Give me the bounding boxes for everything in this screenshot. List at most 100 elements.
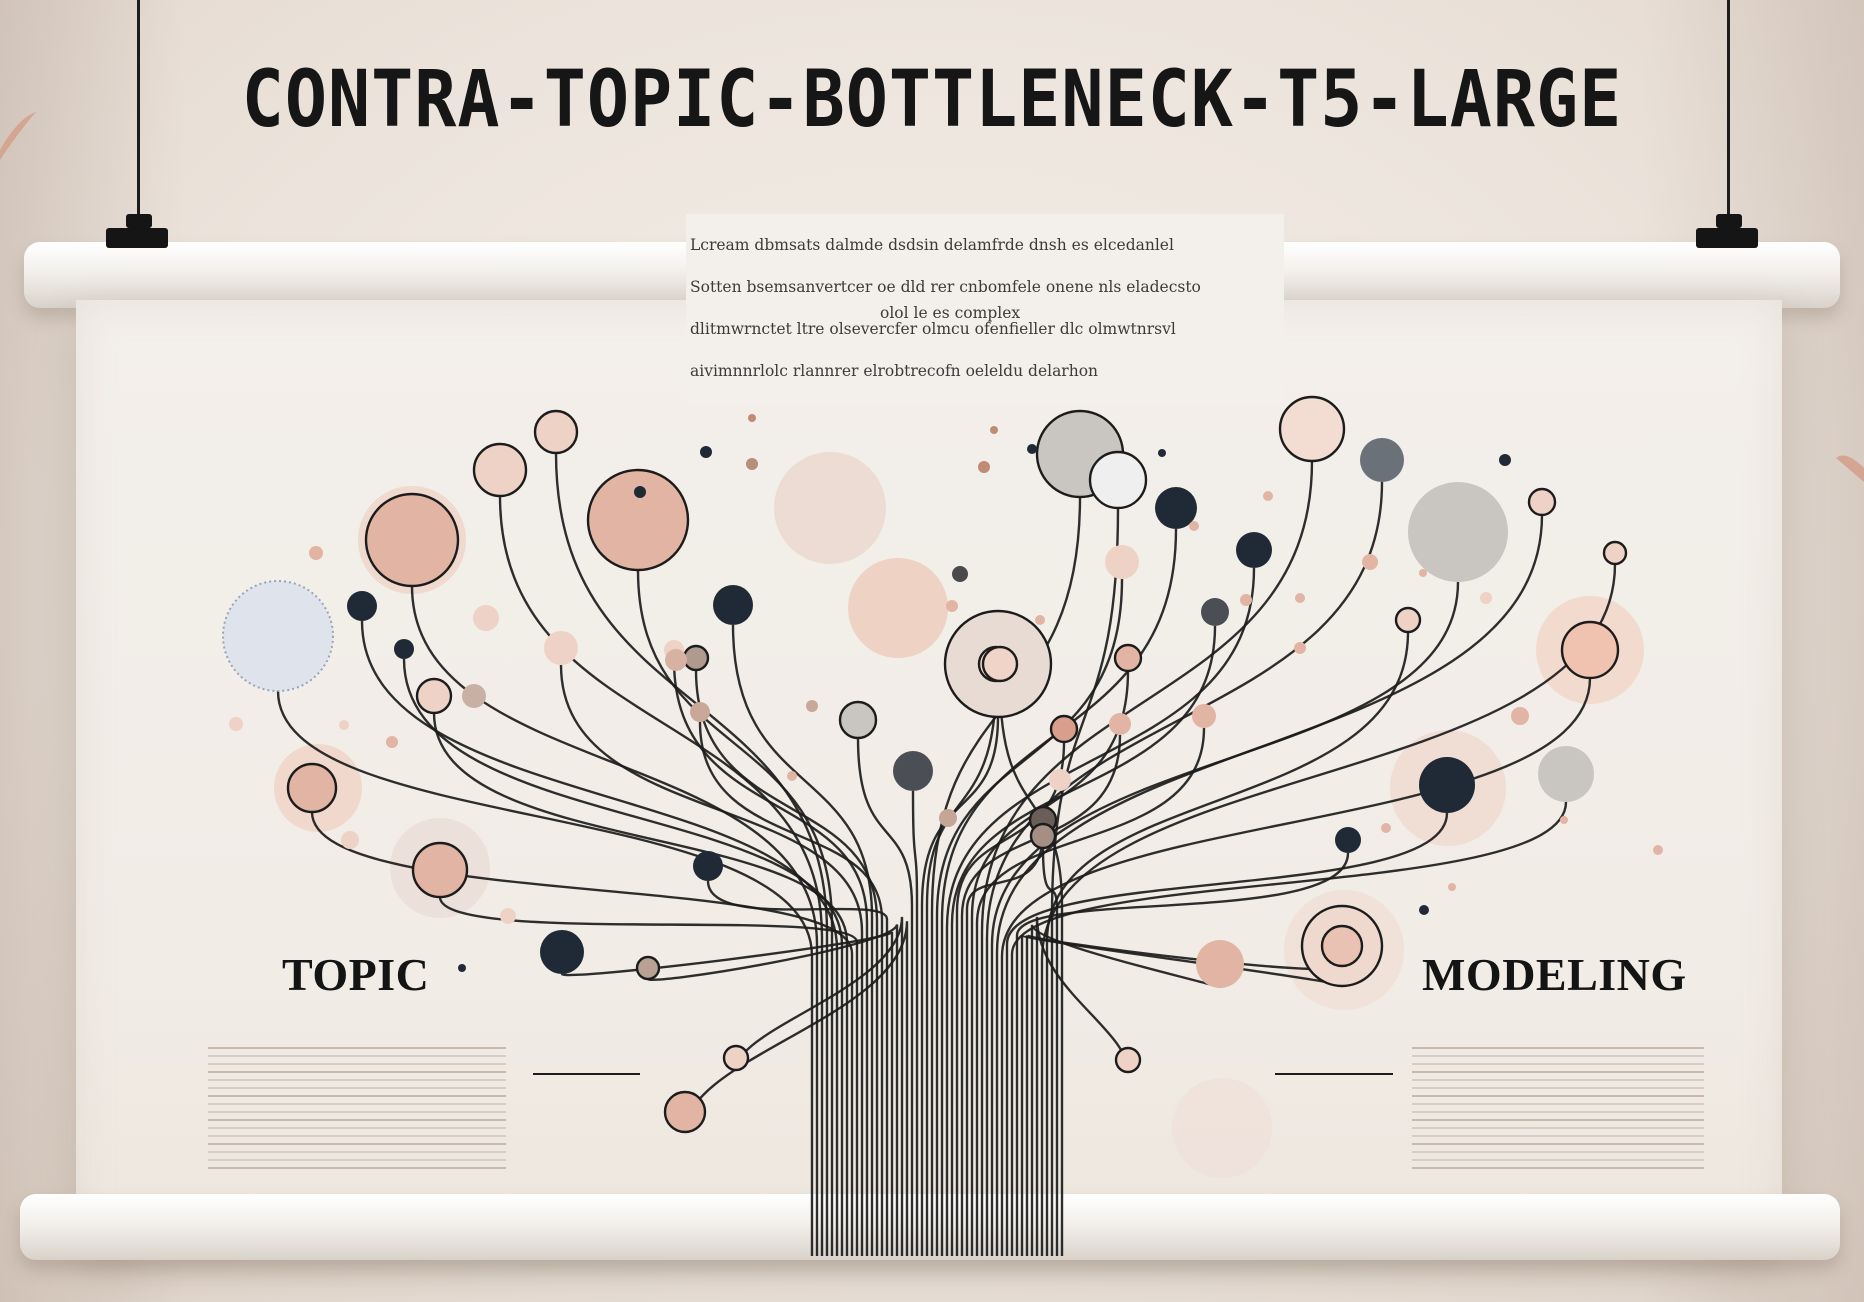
topic-node-ring <box>637 957 659 979</box>
intro-text-tail: olol le es complex <box>880 304 1020 322</box>
scatter-dot <box>806 700 818 712</box>
scatter-dot <box>634 486 646 498</box>
topic-node-dark <box>394 639 414 659</box>
scatter-dot <box>1158 449 1166 457</box>
intro-text-line: Lcream dbmsats dalmde dsdsin delamfrde d… <box>690 235 1280 256</box>
topic-node-ring <box>413 843 467 897</box>
tree-branch <box>913 791 917 1256</box>
halo-circle <box>774 452 886 564</box>
tree-branch <box>1037 917 1128 1256</box>
tree-branch <box>700 722 882 1256</box>
topic-node-ring <box>724 1046 748 1070</box>
tree-branch <box>648 924 897 1256</box>
intro-text-line: Sotten bsemsanvertcer oe dld rer cnbomfe… <box>690 277 1280 298</box>
topic-node-dark <box>540 930 584 974</box>
scatter-dot <box>1049 769 1071 791</box>
topic-node-ring <box>288 764 336 812</box>
intro-text-line: aivimnnrlolc rlannrer elrobtrecofn oelel… <box>690 361 1280 382</box>
topic-node <box>1192 704 1216 728</box>
scatter-dot <box>309 546 323 560</box>
topic-node-dark <box>1201 598 1229 626</box>
topic-node-ring <box>535 411 577 453</box>
topic-node-ring <box>1116 1048 1140 1072</box>
topic-node-ring <box>983 647 1017 681</box>
topic-node-dark <box>1419 757 1475 813</box>
topic-node-ring <box>366 494 458 586</box>
topic-node-ring <box>1051 716 1077 742</box>
tree-branch <box>1022 935 1342 1256</box>
scatter-dot <box>1419 905 1429 915</box>
scatter-dot <box>978 461 990 473</box>
scatter-dot <box>1189 521 1199 531</box>
scatter-dot <box>1511 707 1529 725</box>
topic-node-ring <box>1529 489 1555 515</box>
scatter-dot <box>952 566 968 582</box>
scatter-dot <box>1448 883 1456 891</box>
topic-node-ring <box>665 1092 705 1132</box>
topic-node-ring <box>588 470 688 570</box>
topic-node-dark <box>1360 438 1404 482</box>
scatter-dot <box>787 771 797 781</box>
scatter-dot <box>946 600 958 612</box>
scatter-dot <box>665 649 687 671</box>
topic-node-ring <box>840 702 876 738</box>
scatter-dot <box>1653 845 1663 855</box>
scatter-dot <box>746 458 758 470</box>
scatter-dot <box>700 446 712 458</box>
poster-title: Contra-Topic-bottleneck-t5-large <box>0 53 1864 145</box>
scatter-dot <box>1419 569 1427 577</box>
halo-circle <box>848 558 948 658</box>
topic-node-dark <box>893 751 933 791</box>
scatter-dot <box>229 717 243 731</box>
topic-node-dark <box>1236 532 1272 568</box>
topic-node-ring <box>684 646 708 670</box>
scatter-dot <box>1294 642 1306 654</box>
tree-branch <box>638 570 832 1256</box>
modeling-label: MODELING <box>1422 948 1687 1001</box>
topic-node <box>1105 545 1139 579</box>
scatter-dot <box>990 426 998 434</box>
scatter-dot <box>462 684 486 708</box>
scatter-dot <box>1362 554 1378 570</box>
scatter-dot <box>339 720 349 730</box>
topic-node-ring <box>474 444 526 496</box>
topic-node <box>1196 940 1244 988</box>
topic-node-ring <box>1031 824 1055 848</box>
scatter-dot <box>748 414 756 422</box>
scatter-dot <box>1480 592 1492 604</box>
topic-node <box>544 631 578 665</box>
topic-node-dark <box>1335 827 1361 853</box>
tree-branch <box>434 713 847 1256</box>
tree-branch <box>696 670 877 1256</box>
scatter-dot <box>500 908 516 924</box>
scatter-dot <box>386 736 398 748</box>
halo-circle <box>1172 1078 1272 1178</box>
topic-node-hatched <box>223 581 333 691</box>
scatter-dot <box>1240 594 1252 606</box>
topic-node-ring <box>1322 926 1362 966</box>
scatter-dot <box>1027 444 1037 454</box>
tree-branch <box>500 496 822 1256</box>
topic-node <box>1109 713 1131 735</box>
topic-node <box>1408 482 1508 582</box>
topic-node-ring <box>1396 608 1420 632</box>
topic-node <box>690 702 710 722</box>
scatter-dot <box>341 831 359 849</box>
topic-node-ring <box>1115 645 1141 671</box>
scatter-dot <box>1499 454 1511 466</box>
scatter-dot <box>1263 491 1273 501</box>
topic-node <box>1538 746 1594 802</box>
topic-node-dark <box>347 591 377 621</box>
topic-node-ring <box>417 679 451 713</box>
scatter-dot <box>458 964 466 972</box>
topic-node-dark <box>713 585 753 625</box>
scatter-dot <box>1560 816 1568 824</box>
topic-node-ring <box>1090 452 1146 508</box>
topic-node-ring <box>1280 397 1344 461</box>
topic-node-dark <box>693 851 723 881</box>
topic-node-ring <box>1562 622 1618 678</box>
scatter-dot <box>1381 823 1391 833</box>
scatter-dot <box>473 605 499 631</box>
scatter-dot <box>939 809 957 827</box>
